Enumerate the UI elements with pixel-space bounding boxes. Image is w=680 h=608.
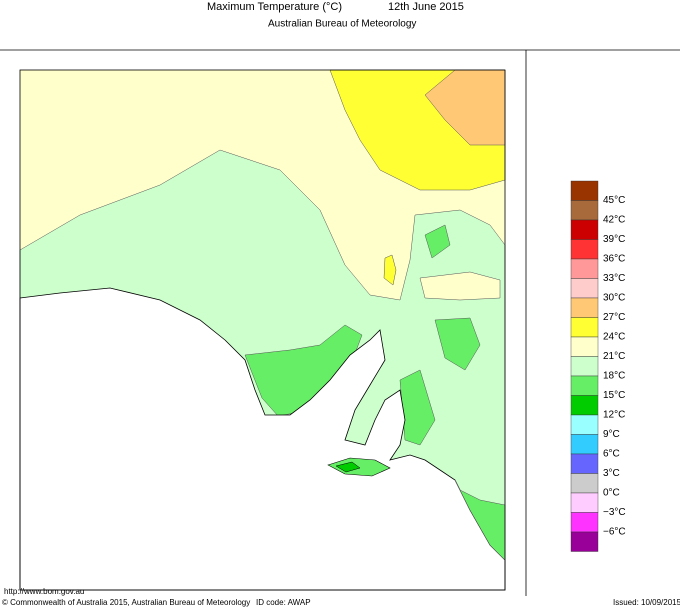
subtitle: Australian Bureau of Meteorology	[268, 19, 416, 30]
legend-swatch	[570, 219, 599, 240]
legend-swatch	[570, 453, 599, 474]
region-24	[383, 254, 397, 286]
legend-label: −6°C	[603, 527, 626, 538]
island-core	[335, 461, 361, 473]
legend-label: 33°C	[603, 273, 625, 284]
legend-label: 0°C	[603, 488, 620, 499]
legend-swatch	[570, 297, 599, 318]
legend-label: 39°C	[603, 234, 625, 245]
legend-swatch	[570, 317, 599, 338]
region-21	[419, 271, 501, 301]
legend-swatch	[570, 395, 599, 416]
legend-label: 9°C	[603, 429, 620, 440]
legend-label: 21°C	[603, 351, 625, 362]
issued: Issued: 10/09/2015	[613, 598, 680, 607]
legend-swatch	[570, 434, 599, 455]
legend-swatch	[570, 531, 599, 552]
date: 12th June 2015	[388, 1, 464, 13]
legend-swatch	[570, 492, 599, 513]
legend-label: 3°C	[603, 468, 620, 479]
legend-label: 18°C	[603, 371, 625, 382]
legend-swatch	[570, 414, 599, 435]
legend-label: 24°C	[603, 332, 625, 343]
region-15	[424, 224, 451, 259]
legend-swatch	[570, 375, 599, 396]
url: http://www.bom.gov.au	[4, 587, 84, 596]
id-code: ID code: AWAP	[256, 598, 311, 607]
legend-label: 15°C	[603, 390, 625, 401]
legend-label: 27°C	[603, 312, 625, 323]
legend-swatch	[570, 200, 599, 221]
region-15	[434, 317, 481, 371]
legend-label: 45°C	[603, 195, 625, 206]
legend-label: 42°C	[603, 215, 625, 226]
legend-swatch	[570, 336, 599, 357]
map-frame	[19, 69, 506, 591]
copyright: © Commonwealth of Australia 2015, Austra…	[2, 598, 250, 607]
legend-label: 6°C	[603, 449, 620, 460]
legend-label: −3°C	[603, 507, 626, 518]
legend-label: 30°C	[603, 293, 625, 304]
legend-swatch	[570, 278, 599, 299]
legend-swatch	[570, 258, 599, 279]
region-15	[399, 369, 436, 446]
legend-swatch	[570, 512, 599, 533]
map	[19, 69, 506, 591]
legend-swatch	[570, 180, 599, 201]
legend-swatch	[570, 356, 599, 377]
legend-swatch	[570, 473, 599, 494]
legend-swatch	[570, 239, 599, 260]
legend-label: 36°C	[603, 254, 625, 265]
legend: 45°C 42°C 39°C 36°C 33°C 30°C 27°C 24°C 21°C 18°C…	[570, 180, 626, 552]
title: Maximum Temperature (°C)	[207, 1, 342, 13]
legend-label: 12°C	[603, 410, 625, 421]
